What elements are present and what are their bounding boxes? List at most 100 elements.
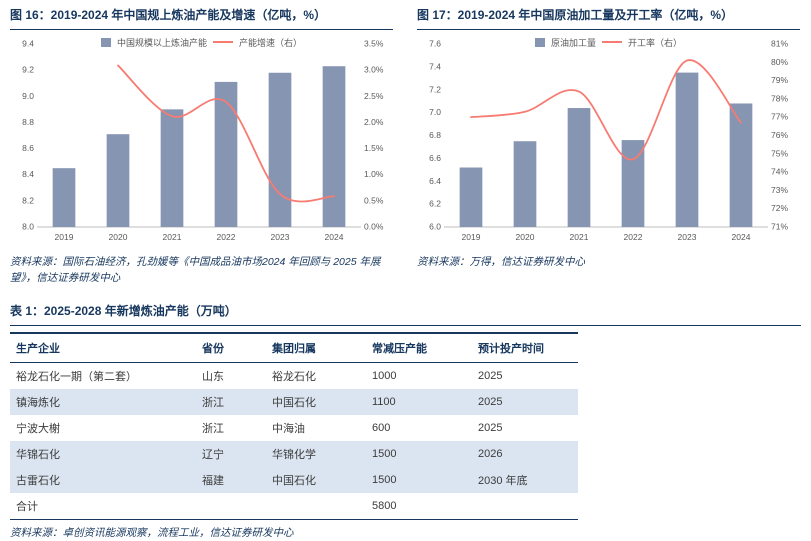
svg-text:7.6: 7.6 — [429, 38, 441, 48]
svg-text:2.5%: 2.5% — [364, 90, 384, 100]
new-capacity-table-head: 生产企业 省份 集团归属 常减压产能 预计投产时间 — [10, 332, 578, 363]
table-cell: 2030 年底 — [478, 474, 528, 487]
table-cell: 镇海炼化 — [16, 396, 60, 409]
new-capacity-table: 生产企业 省份 集团归属 常减压产能 预计投产时间 裕龙石化一期（第二套） 山东 裕龙石化 1… — [10, 332, 578, 520]
svg-text:1.5%: 1.5% — [364, 143, 384, 153]
svg-text:0.0%: 0.0% — [364, 221, 384, 231]
column-header: 生产企业 — [16, 342, 60, 355]
new-capacity-table-body: 裕龙石化一期（第二套） 山东 裕龙石化 1000 2025 镇海炼化 浙江 中国石化 1100 2… — [10, 362, 578, 520]
figure-17-chart: 6.0 6.2 6.4 6.6 6.8 7.0 7.2 7.4 7.6 71% 72% 73% 74% 7… — [429, 38, 788, 242]
svg-text:2019: 2019 — [55, 232, 74, 242]
table-cell: 600 — [372, 421, 391, 434]
svg-text:2022: 2022 — [217, 232, 236, 242]
table-row: 合计 5800 — [10, 493, 578, 520]
figure-16-chart-area: 中国规模以上炼油产能 产能增速（右） 8.0 8.2 8.4 8.6 8.8 9.0 9.2… — [10, 32, 393, 249]
svg-text:2021: 2021 — [163, 232, 182, 242]
svg-text:2024: 2024 — [325, 232, 344, 242]
svg-text:2.0%: 2.0% — [364, 117, 384, 127]
figure-16-panel: 图 16：2019-2024 年中国规上炼油产能及增速（亿吨，%） 中国规模以上… — [10, 6, 393, 286]
table-cell: 1100 — [372, 395, 396, 408]
svg-text:74%: 74% — [771, 166, 788, 176]
svg-text:8.4: 8.4 — [22, 169, 34, 179]
table-cell: 辽宁 — [202, 448, 224, 461]
svg-text:8.6: 8.6 — [22, 143, 34, 153]
table-row: 裕龙石化一期（第二套） 山东 裕龙石化 1000 2025 — [10, 362, 578, 389]
svg-text:2019: 2019 — [462, 232, 481, 242]
header-row: 生产企业 省份 集团归属 常减压产能 预计投产时间 — [10, 332, 578, 363]
column-header: 省份 — [202, 342, 224, 355]
table-cell: 宁波大榭 — [16, 422, 60, 435]
table-cell: 山东 — [202, 370, 224, 383]
svg-text:7.2: 7.2 — [429, 84, 441, 94]
table-cell: 浙江 — [202, 422, 224, 435]
svg-text:2024: 2024 — [732, 232, 751, 242]
figure-16-source: 资料来源：国际石油经济，孔劲媛等《中国成品油市场2024 年回顾与 2025 年… — [10, 255, 381, 284]
svg-text:81%: 81% — [771, 38, 788, 48]
table-cell: 合计 — [16, 500, 38, 513]
figure-17-title: 图 17：2019-2024 年中国原油加工量及开工率（亿吨，%） — [417, 6, 800, 30]
svg-text:2022: 2022 — [624, 232, 643, 242]
table-cell — [196, 493, 266, 520]
table-cell: 1500 — [372, 447, 397, 460]
table-cell: 中国石化 — [272, 474, 316, 487]
table-cell: 2026 — [478, 447, 503, 460]
table-row: 华锦石化 辽宁 华锦化学 1500 2026 — [10, 440, 578, 467]
table-1-source: 资料来源：卓创资讯能源观察，流程工业，信达证券研发中心 — [10, 526, 294, 539]
figures-row: 图 16：2019-2024 年中国规上炼油产能及增速（亿吨，%） 中国规模以上… — [10, 6, 801, 286]
table-cell: 中海油 — [272, 422, 305, 435]
svg-text:80%: 80% — [771, 56, 788, 66]
svg-text:72%: 72% — [771, 203, 788, 213]
table-cell: 裕龙石化 — [272, 370, 316, 383]
table-cell: 2025 — [478, 395, 503, 408]
svg-text:8.8: 8.8 — [22, 117, 34, 127]
svg-text:78%: 78% — [771, 93, 788, 103]
svg-text:71%: 71% — [771, 221, 788, 231]
table-cell: 古雷石化 — [16, 474, 60, 487]
svg-text:2020: 2020 — [516, 232, 535, 242]
svg-text:8.0: 8.0 — [22, 221, 34, 231]
table-cell: 浙江 — [202, 396, 224, 409]
table-cell: 中国石化 — [272, 396, 316, 409]
figure-17-chart-area: 原油加工量 开工率（右） 6.0 6.2 6.4 6.6 6.8 7.0 7.2 7.4 7.6… — [417, 32, 800, 249]
svg-text:6.2: 6.2 — [429, 198, 441, 208]
svg-text:6.8: 6.8 — [429, 130, 441, 140]
svg-text:0.5%: 0.5% — [364, 195, 384, 205]
svg-text:9.0: 9.0 — [22, 90, 34, 100]
svg-text:3.0%: 3.0% — [364, 64, 384, 74]
table-row: 古雷石化 福建 中国石化 1500 2030 年底 — [10, 466, 578, 493]
svg-text:8.2: 8.2 — [22, 195, 34, 205]
table-cell: 华锦石化 — [16, 448, 60, 461]
column-header: 集团归属 — [272, 342, 316, 355]
svg-text:7.4: 7.4 — [429, 61, 441, 71]
svg-text:9.4: 9.4 — [22, 38, 34, 48]
table-cell: 裕龙石化一期（第二套） — [16, 370, 137, 383]
figure-16-chart: 8.0 8.2 8.4 8.6 8.8 9.0 9.2 9.4 0.0% 0.5% 1.0% 1.5%… — [22, 38, 384, 242]
svg-text:6.4: 6.4 — [429, 175, 441, 185]
table-row: 镇海炼化 浙江 中国石化 1100 2025 — [10, 388, 578, 415]
svg-text:6.0: 6.0 — [429, 221, 441, 231]
table-cell: 华锦化学 — [272, 448, 316, 461]
table-cell — [472, 493, 578, 520]
svg-text:2021: 2021 — [570, 232, 589, 242]
table-cell: 1000 — [372, 369, 397, 382]
svg-text:6.6: 6.6 — [429, 152, 441, 162]
table-cell: 福建 — [202, 474, 224, 487]
svg-text:1.0%: 1.0% — [364, 169, 384, 179]
figure-17-panel: 图 17：2019-2024 年中国原油加工量及开工率（亿吨，%） 原油加工量 … — [417, 6, 800, 286]
svg-text:2023: 2023 — [678, 232, 697, 242]
svg-text:9.2: 9.2 — [22, 64, 34, 74]
svg-text:7.0: 7.0 — [429, 107, 441, 117]
svg-text:79%: 79% — [771, 75, 788, 85]
svg-text:73%: 73% — [771, 184, 788, 194]
svg-text:2020: 2020 — [109, 232, 128, 242]
table-row: 宁波大榭 浙江 中海油 600 2025 — [10, 415, 578, 441]
column-header: 常减压产能 — [372, 342, 427, 355]
column-header: 预计投产时间 — [478, 342, 544, 355]
svg-text:75%: 75% — [771, 148, 788, 158]
svg-text:3.5%: 3.5% — [364, 38, 384, 48]
table-1-title: 表 1：2025-2028 年新增炼油产能（万吨） — [10, 302, 801, 326]
svg-text:76%: 76% — [771, 130, 788, 140]
table-cell — [266, 493, 366, 520]
table-cell: 2025 — [478, 421, 503, 434]
